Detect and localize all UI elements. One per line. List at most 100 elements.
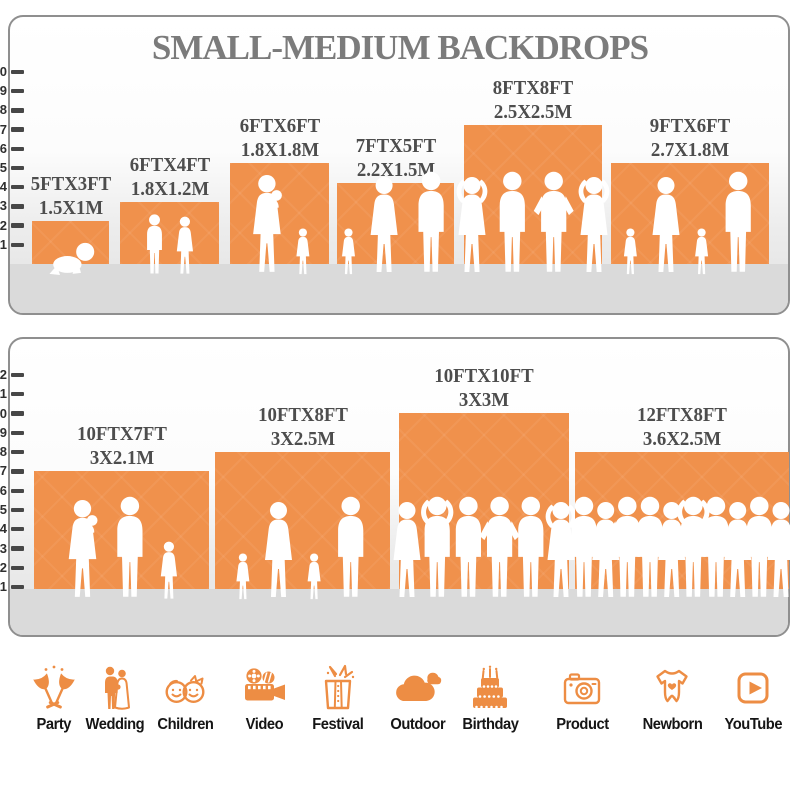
size-m-label: 2.2X1.5M bbox=[356, 159, 435, 181]
size-ft-label: 9FTX6FT bbox=[649, 115, 731, 137]
youtube-play-icon bbox=[737, 672, 769, 704]
ruler-tick bbox=[11, 411, 24, 416]
size-ft-label: 7FTX5FT bbox=[355, 135, 436, 157]
size-ft-label: 10FTX10FT bbox=[434, 365, 534, 387]
birthday-cake-icon bbox=[473, 665, 507, 709]
size-m-label: 1.8X1.2M bbox=[130, 178, 209, 200]
bar-label: 5FTX3FT 1.5X1M bbox=[30, 172, 110, 220]
ruler-label: 5 bbox=[0, 502, 7, 517]
category-label: Birthday bbox=[461, 716, 519, 733]
size-m-label: 3X3M bbox=[458, 389, 510, 411]
children-faces-icon bbox=[165, 675, 205, 704]
size-ft-label: 12FTX8FT bbox=[637, 404, 727, 426]
ruler-label: 2 bbox=[0, 217, 7, 233]
category-youtube: YouTube bbox=[705, 664, 800, 734]
ruler-label: 1 bbox=[0, 579, 7, 594]
ruler-label: 4 bbox=[0, 179, 7, 195]
ruler-label: 10 bbox=[0, 64, 7, 79]
size-ft-label: 8FTX8FT bbox=[492, 77, 574, 99]
ruler-tick bbox=[11, 69, 24, 75]
ruler-label: 1 bbox=[0, 236, 7, 252]
baby-onesie-icon bbox=[656, 669, 688, 703]
ruler-label: 7 bbox=[0, 121, 7, 137]
ruler-tick bbox=[11, 204, 24, 209]
size-m-label: 2.7X1.8M bbox=[650, 139, 730, 161]
ruler-label: 9 bbox=[0, 424, 7, 440]
category-label: Video bbox=[245, 716, 283, 733]
ruler-label: 8 bbox=[0, 102, 7, 118]
size-ft-label: 6FTX4FT bbox=[129, 154, 210, 176]
ruler-label: 7 bbox=[0, 463, 7, 479]
bar-label: 7FTX5FT 2.2X1.5M bbox=[355, 134, 435, 182]
size-ft-label: 6FTX6FT bbox=[239, 115, 320, 137]
gift-box-icon bbox=[324, 664, 355, 710]
ruler-tick bbox=[11, 242, 24, 247]
size-m-label: 2.5X2.5M bbox=[493, 101, 573, 123]
ruler-tick bbox=[11, 584, 24, 590]
ruler-tick bbox=[11, 469, 24, 474]
size-ft-label: 10FTX7FT bbox=[76, 423, 167, 445]
size-m-label: 1.5X1M bbox=[38, 197, 103, 219]
category-label: Children bbox=[156, 716, 214, 733]
bar-label: 12FTX8FT 3.6X2.5M bbox=[637, 403, 727, 451]
size-ft-label: 5FTX3FT bbox=[30, 173, 111, 195]
ruler-tick bbox=[11, 372, 24, 378]
bar-label: 6FTX6FT 1.8X1.8M bbox=[239, 114, 319, 162]
ruler-tick bbox=[11, 488, 24, 493]
ruler-tick bbox=[11, 507, 24, 513]
size-m-label: 1.8X1.8M bbox=[240, 139, 319, 161]
category-label: YouTube bbox=[724, 716, 782, 733]
ruler-label: 10 bbox=[0, 405, 7, 421]
ruler-tick bbox=[11, 430, 24, 436]
ruler-label: 5 bbox=[0, 160, 7, 175]
category-label: Newborn bbox=[642, 716, 702, 733]
size-m-label: 3X2.5M bbox=[270, 428, 335, 450]
panel-small-backdrops: 10 9 8 7 6 5 4 3 2 1 5FTX3FT 1.5X1M 6FTX4FT 1.8X1… bbox=[0, 15, 790, 315]
ruler-tick bbox=[11, 449, 24, 455]
floor-strip bbox=[10, 264, 788, 313]
category-outdoor: Outdoor bbox=[370, 664, 466, 734]
ruler-tick bbox=[11, 392, 24, 397]
ruler-tick bbox=[11, 127, 24, 132]
ruler-label: 8 bbox=[0, 444, 7, 460]
wedding-couple-icon bbox=[105, 666, 130, 710]
category-label: Party bbox=[36, 716, 72, 733]
party-glasses-icon bbox=[33, 665, 75, 709]
bar-label: 9FTX6FT 2.7X1.8M bbox=[650, 114, 730, 162]
size-m-label: 3.6X2.5M bbox=[642, 428, 722, 450]
size-ft-label: 10FTX8FT bbox=[257, 404, 348, 426]
ruler-tick bbox=[11, 146, 24, 151]
category-children: Children bbox=[137, 664, 233, 734]
category-festival: Festival bbox=[290, 664, 386, 734]
ruler-label: 3 bbox=[0, 198, 7, 214]
category-birthday: Birthday bbox=[442, 664, 538, 734]
category-label: Outdoor bbox=[390, 716, 446, 733]
category-newborn: Newborn bbox=[624, 664, 720, 734]
ruler-tick bbox=[11, 546, 24, 551]
ruler-tick bbox=[11, 108, 24, 113]
bar-label: 8FTX8FT 2.5X2.5M bbox=[493, 76, 573, 124]
category-label: Product bbox=[555, 716, 609, 733]
ruler-label: 9 bbox=[0, 83, 7, 99]
ruler-label: 11 bbox=[0, 386, 7, 402]
category-video: Video bbox=[216, 664, 312, 734]
bar-label: 10FTX7FT 3X2.1M bbox=[77, 422, 167, 470]
photo-camera-icon bbox=[563, 673, 601, 705]
category-product: Product bbox=[534, 664, 630, 734]
bar-label: 10FTX8FT 3X2.5M bbox=[258, 403, 348, 451]
video-camera-icon bbox=[245, 668, 285, 701]
cloud-icon bbox=[396, 672, 442, 701]
category-label: Wedding bbox=[85, 716, 145, 733]
size-m-label: 3X2.1M bbox=[89, 447, 154, 469]
category-wedding: Wedding bbox=[67, 664, 163, 734]
ruler-tick bbox=[11, 89, 24, 94]
panel-medium-backdrops: 12 11 10 9 8 7 6 5 4 3 2 1 10FTX7FT 3X2.1M 10FTX8FT… bbox=[0, 337, 795, 637]
ruler-tick bbox=[11, 565, 24, 570]
ruler-label: 2 bbox=[0, 559, 7, 575]
category-label: Festival bbox=[312, 716, 364, 733]
ruler-tick bbox=[11, 165, 24, 171]
feet-ruler: 10 9 8 7 6 5 4 3 2 1 bbox=[0, 17, 788, 313]
ruler-tick bbox=[11, 223, 24, 228]
category-party: Party bbox=[6, 664, 102, 734]
ruler-label: 12 bbox=[0, 367, 7, 383]
